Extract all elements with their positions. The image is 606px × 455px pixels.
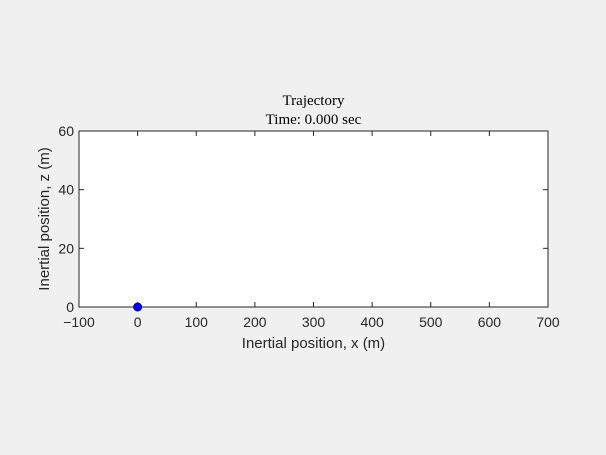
y-tick-label: 20 (58, 240, 74, 256)
x-tick-label: 700 (536, 314, 560, 330)
x-tick-label: 400 (360, 314, 384, 330)
x-tick-label: 300 (302, 314, 326, 330)
trajectory-points (133, 302, 143, 312)
axes-box (78, 130, 549, 308)
y-tick-label: 60 (58, 123, 74, 139)
x-tick-label: 100 (185, 314, 209, 330)
chart-subtitle: Time: 0.000 sec (266, 112, 362, 128)
trajectory-point (133, 302, 143, 312)
chart-title: Trajectory (283, 93, 345, 109)
x-tick-label: 600 (478, 314, 502, 330)
x-tick-label: 0 (134, 314, 142, 330)
x-axis-label: Inertial position, x (m) (242, 335, 385, 352)
y-axis-label: Inertial position, z (m) (36, 147, 53, 290)
x-tick-label: 500 (419, 314, 443, 330)
y-tick-label: 40 (58, 182, 74, 198)
chart-title-group: Trajectory Time: 0.000 sec (266, 93, 362, 128)
y-tick-label: 0 (66, 299, 74, 315)
plot-area (79, 131, 548, 307)
x-tick-label: 200 (243, 314, 267, 330)
x-axis-ticks: −100 0 100 200 300 400 500 600 700 (63, 131, 560, 330)
y-axis-ticks: 0 20 40 60 (58, 123, 548, 315)
x-tick-label: −100 (63, 314, 95, 330)
